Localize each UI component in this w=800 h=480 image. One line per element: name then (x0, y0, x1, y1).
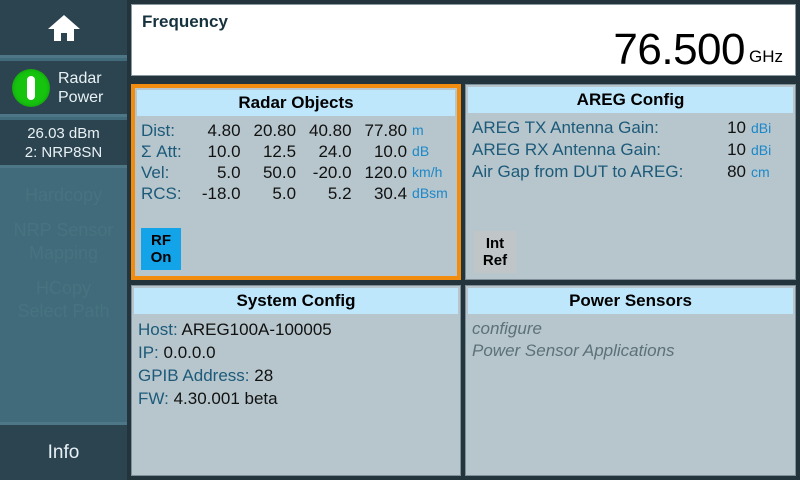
row-label: RCS: (141, 184, 182, 203)
sidebar-item-hardcopy: Hardcopy (24, 185, 103, 205)
panel-areg-config[interactable]: AREG Config AREG TX Antenna Gain: 10 dBi… (465, 84, 796, 280)
power-sensors-hint-configure: configure (472, 319, 542, 338)
cell-value: 77.80 (364, 121, 408, 140)
row-label: Σ Att: (141, 142, 182, 161)
table-row: Σ Att: 10.0 12.5 24.0 10.0 dB (141, 141, 451, 162)
sidebar-disabled-items: Hardcopy NRP Sensor Mapping HCopy Select… (0, 178, 127, 329)
row-key: AREG RX Antenna Gain: (472, 140, 661, 159)
areg-row-tx-gain: AREG TX Antenna Gain: 10 dBi (472, 117, 789, 139)
row-value: 80 (727, 162, 746, 181)
frequency-label: Frequency (142, 12, 228, 31)
cell-value: 30.4 (373, 184, 408, 203)
row-key: Host: (138, 320, 178, 339)
sidebar-item-hcopy-select-path: HCopy Select Path (17, 278, 110, 321)
row-value: 4.30.001 beta (173, 389, 278, 408)
cell-value: 5.2 (327, 184, 352, 203)
sensor-readout-channel: 2: NRP8SN (24, 143, 103, 161)
row-unit: dB (412, 143, 430, 159)
home-icon-svg (47, 14, 80, 41)
system-row-ip: IP: 0.0.0.0 (138, 341, 454, 364)
cell-value: 5.0 (216, 163, 241, 182)
panel-power-sensors[interactable]: Power Sensors configure Power Sensor App… (465, 285, 796, 476)
row-value: 10 (727, 118, 746, 137)
row-key: Air Gap from DUT to AREG: (472, 162, 684, 181)
frequency-panel[interactable]: Frequency 76.500 GHz (131, 4, 796, 76)
radar-power-label: Radar Power (58, 69, 104, 106)
sidebar-item-nrp-sensor-mapping: NRP Sensor Mapping (13, 220, 114, 263)
cell-value: 5.0 (272, 184, 297, 203)
areg-row-rx-gain: AREG RX Antenna Gain: 10 dBi (472, 139, 789, 161)
row-key: AREG TX Antenna Gain: (472, 118, 659, 137)
row-label: Vel: (141, 163, 170, 182)
radar-power-toggle[interactable]: Radar Power (0, 61, 127, 117)
row-key: IP: (138, 343, 159, 362)
row-key: GPIB Address: (138, 366, 250, 385)
cell-value: 20.80 (253, 121, 297, 140)
panel-system-config[interactable]: System Config Host: AREG100A-100005 IP: … (131, 285, 461, 476)
sensor-readout[interactable]: 26.03 dBm 2: NRP8SN (0, 120, 127, 168)
row-value: AREG100A-100005 (181, 320, 332, 339)
sidebar-item-info[interactable]: Info (0, 422, 127, 480)
table-row: Vel: 5.0 50.0 -20.0 120.0 km/h (141, 162, 451, 183)
int-ref-button-line1: Int (485, 235, 505, 252)
cell-value: -18.0 (201, 184, 241, 203)
cell-value: 50.0 (262, 163, 297, 182)
panel-system-config-body: Host: AREG100A-100005 IP: 0.0.0.0 GPIB A… (132, 314, 460, 410)
rf-on-button[interactable]: RF On (141, 228, 181, 270)
sidebar: Radar Power 26.03 dBm 2: NRP8SN Hardcopy… (0, 0, 127, 480)
power-led-icon (12, 68, 50, 107)
row-key: FW: (138, 389, 169, 408)
row-unit: cm (751, 164, 770, 180)
row-value: 10 (727, 140, 746, 159)
frequency-value: 76.500 (613, 25, 745, 74)
row-value: 0.0.0.0 (163, 343, 216, 362)
radar-objects-table: Dist: 4.80 20.80 40.80 77.80 m Σ Att: 10… (141, 120, 451, 204)
home-icon (0, 0, 127, 55)
panel-power-sensors-body: configure Power Sensor Applications (466, 314, 795, 362)
cell-value: 40.80 (309, 121, 352, 140)
table-row: RCS: -18.0 5.0 5.2 30.4 dBsm (141, 183, 451, 204)
frequency-value-row: 76.500 GHz (613, 27, 783, 73)
main-area: Frequency 76.500 GHz Radar Objects Dist:… (127, 0, 800, 480)
system-row-fw: FW: 4.30.001 beta (138, 387, 454, 410)
int-ref-button-line2: Ref (482, 252, 508, 269)
system-row-gpib: GPIB Address: 28 (138, 364, 454, 387)
cell-value: 4.80 (207, 121, 241, 140)
row-label: Dist: (141, 121, 175, 140)
panel-radar-objects-title: Radar Objects (137, 90, 455, 116)
panel-radar-objects[interactable]: Radar Objects Dist: 4.80 20.80 40.80 77.… (131, 84, 461, 280)
row-unit: km/h (412, 164, 443, 180)
panel-system-config-title: System Config (134, 288, 458, 314)
rf-on-button-line1: RF (151, 232, 171, 249)
panel-radar-objects-body: Dist: 4.80 20.80 40.80 77.80 m Σ Att: 10… (135, 116, 457, 204)
panel-power-sensors-title: Power Sensors (468, 288, 793, 314)
cell-value: 10.0 (373, 142, 408, 161)
cell-value: 12.5 (262, 142, 297, 161)
row-unit: m (412, 122, 424, 138)
row-unit: dBsm (412, 185, 448, 201)
row-unit: dBi (751, 120, 772, 136)
system-row-host: Host: AREG100A-100005 (138, 318, 454, 341)
int-ref-button[interactable]: Int Ref (474, 231, 516, 273)
table-row: Dist: 4.80 20.80 40.80 77.80 m (141, 120, 451, 141)
panel-areg-config-body: AREG TX Antenna Gain: 10 dBi AREG RX Ant… (466, 113, 795, 183)
cell-value: 24.0 (318, 142, 352, 161)
info-label: Info (47, 441, 80, 463)
power-sensors-hint-applications: Power Sensor Applications (472, 341, 675, 360)
sensor-readout-value: 26.03 dBm (27, 124, 100, 142)
cell-value: 10.0 (207, 142, 241, 161)
sidebar-item-home[interactable] (0, 0, 127, 58)
cell-value: 120.0 (364, 163, 408, 182)
frequency-unit: GHz (749, 47, 783, 66)
row-unit: dBi (751, 142, 772, 158)
cell-value: -20.0 (312, 163, 352, 182)
areg-row-air-gap: Air Gap from DUT to AREG: 80 cm (472, 161, 789, 183)
row-value: 28 (254, 366, 274, 385)
panel-areg-config-title: AREG Config (468, 87, 793, 113)
rf-on-button-line2: On (150, 249, 172, 266)
